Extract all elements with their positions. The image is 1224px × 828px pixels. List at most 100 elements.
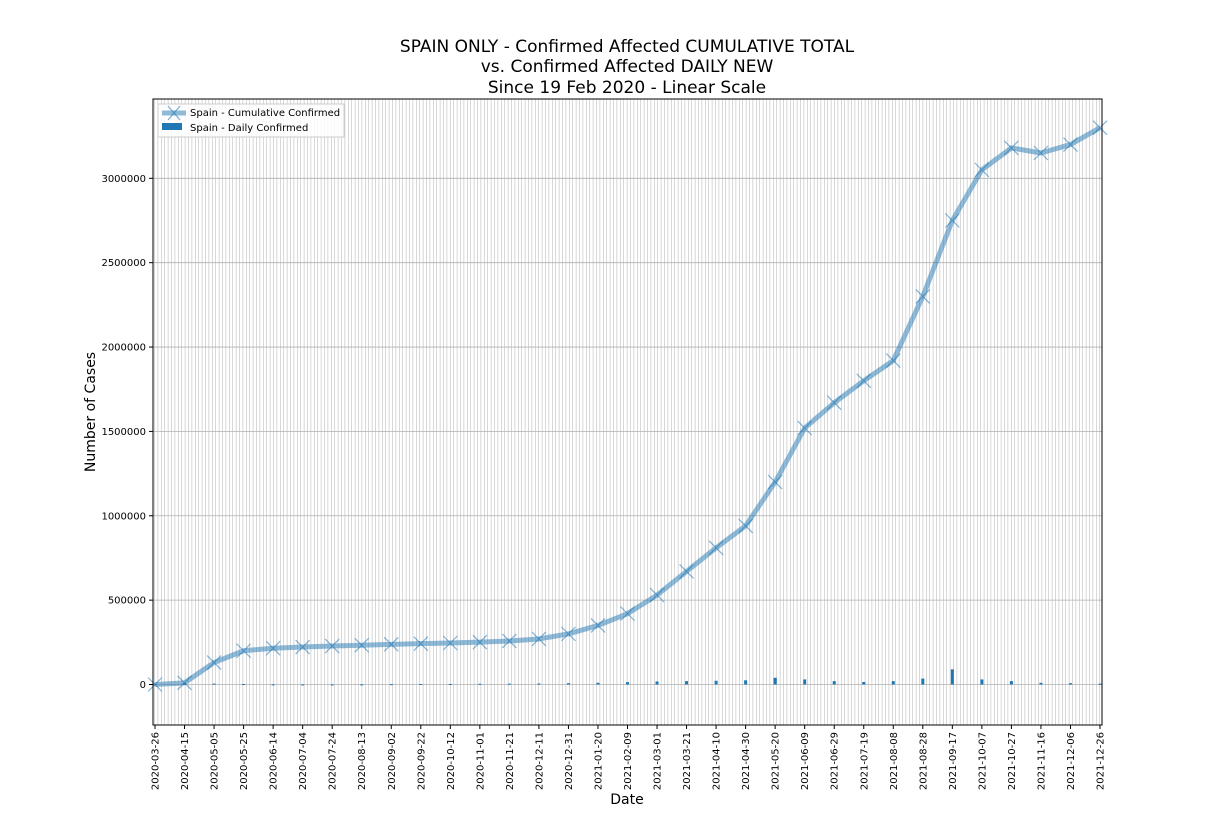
daily-bar bbox=[271, 684, 275, 686]
x-tick-label: 2020-06-14 bbox=[269, 732, 280, 790]
y-tick-label: 2500000 bbox=[101, 258, 146, 269]
legend-box bbox=[157, 103, 345, 138]
x-tick-label: 2020-09-02 bbox=[387, 732, 398, 790]
cumulative-point-marker bbox=[797, 420, 813, 436]
cumulative-point-marker bbox=[767, 474, 783, 490]
daily-bar bbox=[419, 683, 423, 685]
daily-bar bbox=[1009, 681, 1013, 685]
x-tick-label: 2020-05-25 bbox=[239, 732, 250, 790]
cumulative-point-marker bbox=[206, 655, 222, 670]
daily-bar bbox=[478, 683, 482, 685]
x-tick-label: 2021-12-06 bbox=[1066, 732, 1077, 790]
cumulative-point-marker bbox=[885, 353, 901, 368]
x-tick-label: 2021-06-09 bbox=[800, 732, 811, 790]
x-tick-label: 2021-12-26 bbox=[1096, 732, 1107, 790]
cumulative-line bbox=[147, 120, 1108, 692]
daily-bar bbox=[596, 682, 600, 685]
x-tick-label: 2020-07-04 bbox=[298, 732, 309, 790]
x-tick-label: 2020-03-26 bbox=[151, 732, 162, 790]
cumulative-point-marker bbox=[1033, 145, 1049, 161]
plot-frame bbox=[152, 98, 1103, 726]
cumulative-point-marker bbox=[472, 634, 488, 650]
daily-bar bbox=[773, 677, 777, 685]
daily-bar bbox=[507, 683, 511, 685]
x-tick-label: 2021-03-21 bbox=[682, 732, 693, 790]
x-tick-label: 2021-01-20 bbox=[593, 732, 604, 790]
y-tick-label: 500000 bbox=[108, 596, 146, 607]
x-tick-label: 2020-09-22 bbox=[416, 732, 427, 790]
y-tick-label: 1500000 bbox=[101, 427, 146, 438]
x-tick-label: 2021-06-29 bbox=[830, 732, 841, 790]
x-tick-label: 2021-07-19 bbox=[859, 732, 870, 790]
x-tick-label: 2021-05-20 bbox=[771, 732, 782, 790]
daily-bar bbox=[448, 683, 452, 685]
daily-bar bbox=[242, 683, 246, 685]
daily-bar bbox=[655, 681, 659, 685]
daily-bar bbox=[714, 680, 718, 685]
cumulative-point-marker bbox=[974, 162, 990, 178]
grid bbox=[153, 99, 1102, 725]
cumulative-point-marker bbox=[915, 288, 931, 304]
legend-x-marker-icon bbox=[167, 105, 181, 121]
x-tick-label: 2021-11-16 bbox=[1036, 732, 1047, 790]
daily-bar bbox=[301, 684, 305, 686]
y-tick-label: 3000000 bbox=[101, 174, 146, 185]
y-tick-label: 0 bbox=[140, 680, 146, 691]
daily-bar bbox=[921, 678, 925, 685]
daily-bars bbox=[153, 669, 1102, 686]
daily-bar bbox=[212, 683, 216, 685]
chart-title-line-1: SPAIN ONLY - Confirmed Affected CUMULATI… bbox=[400, 37, 855, 57]
cumulative-point-marker bbox=[738, 518, 754, 534]
x-tick-label: 2021-08-08 bbox=[889, 732, 900, 790]
x-axis-ticks: 2020-03-26 2020-04-15 2020-05-05 2020-05-25… bbox=[151, 725, 1107, 790]
daily-bar bbox=[537, 683, 541, 685]
legend: Spain - Cumulative Confirmed Spain - Dai… bbox=[157, 103, 345, 138]
cumulative-point-marker bbox=[501, 633, 517, 649]
cumulative-point-marker bbox=[383, 636, 399, 652]
x-tick-label: 2020-08-13 bbox=[357, 732, 368, 790]
daily-bar bbox=[803, 679, 807, 685]
daily-bar bbox=[360, 684, 364, 686]
cumulative-point-marker bbox=[354, 637, 370, 653]
x-tick-label: 2020-04-15 bbox=[180, 732, 191, 790]
y-axis-ticks: 0 500000 1000000 1500000 2000000 2500000 30000… bbox=[101, 174, 153, 691]
x-tick-label: 2020-11-21 bbox=[505, 732, 516, 790]
y-tick-label: 1000000 bbox=[101, 511, 146, 522]
daily-bar bbox=[566, 683, 570, 685]
x-tick-label: 2021-10-07 bbox=[977, 732, 988, 790]
x-tick-label: 2021-08-28 bbox=[918, 732, 929, 790]
cumulative-point-marker bbox=[708, 540, 724, 556]
daily-bar bbox=[1098, 683, 1102, 685]
x-tick-label: 2020-07-24 bbox=[328, 732, 339, 790]
x-tick-label: 2020-12-31 bbox=[564, 732, 575, 790]
cumulative-point-marker bbox=[324, 638, 340, 654]
daily-bar bbox=[685, 681, 689, 685]
legend-label-cumulative: Spain - Cumulative Confirmed bbox=[190, 108, 340, 119]
x-tick-label: 2021-04-30 bbox=[741, 732, 752, 790]
daily-bar bbox=[626, 682, 629, 685]
cumulative-point-marker bbox=[590, 618, 606, 633]
daily-bar bbox=[862, 681, 866, 685]
cumulative-series-line bbox=[154, 125, 1102, 687]
daily-bar bbox=[832, 681, 836, 685]
cumulative-point-marker bbox=[177, 675, 192, 691]
y-axis-label: Number of Cases bbox=[83, 352, 99, 472]
x-tick-label: 2020-11-01 bbox=[475, 732, 486, 790]
chart-title-line-3: Since 19 Feb 2020 - Linear Scale bbox=[488, 78, 766, 98]
daily-bar bbox=[330, 684, 334, 686]
y-tick-label: 2000000 bbox=[101, 343, 146, 354]
x-tick-label: 2021-10-27 bbox=[1007, 732, 1018, 790]
cumulative-point-marker bbox=[265, 640, 281, 656]
daily-bar bbox=[980, 679, 984, 685]
cumulative-point-marker bbox=[944, 213, 960, 228]
cumulative-point-marker bbox=[826, 395, 842, 411]
daily-bar bbox=[950, 669, 954, 685]
legend-bar-swatch bbox=[162, 123, 182, 130]
cumulative-point-marker bbox=[413, 636, 429, 652]
daily-bar bbox=[744, 680, 748, 685]
cumulative-point-marker bbox=[1063, 137, 1078, 152]
x-tick-label: 2021-03-01 bbox=[653, 732, 664, 790]
x-tick-label: 2021-09-17 bbox=[948, 732, 959, 790]
x-tick-label: 2021-02-09 bbox=[623, 732, 634, 790]
